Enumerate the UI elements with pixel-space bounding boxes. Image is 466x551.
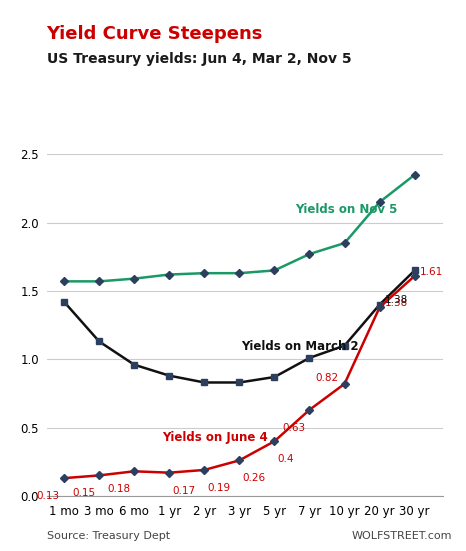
Text: 0.63: 0.63: [282, 423, 305, 433]
Text: 0.17: 0.17: [172, 486, 195, 496]
Text: 0.82: 0.82: [316, 373, 339, 383]
Text: 0.26: 0.26: [242, 473, 265, 483]
Text: WOLFSTREET.com: WOLFSTREET.com: [351, 531, 452, 541]
Text: 0.19: 0.19: [207, 483, 230, 493]
Text: 1.61: 1.61: [420, 267, 444, 277]
Text: 0.18: 0.18: [107, 484, 130, 494]
Text: Yields on March 2: Yields on March 2: [241, 339, 359, 353]
Text: 1.38: 1.38: [385, 295, 408, 305]
Text: Yields on Nov 5: Yields on Nov 5: [295, 203, 398, 216]
Text: Yield Curve Steepens: Yield Curve Steepens: [47, 25, 263, 43]
Text: US Treasury yields: Jun 4, Mar 2, Nov 5: US Treasury yields: Jun 4, Mar 2, Nov 5: [47, 52, 351, 66]
Text: 0.13: 0.13: [37, 491, 60, 501]
Text: 1.38: 1.38: [385, 298, 408, 308]
Text: Source: Treasury Dept: Source: Treasury Dept: [47, 531, 170, 541]
Text: 0.4: 0.4: [277, 454, 294, 464]
Text: Yields on June 4: Yields on June 4: [162, 431, 268, 444]
Text: 0.15: 0.15: [72, 488, 95, 499]
